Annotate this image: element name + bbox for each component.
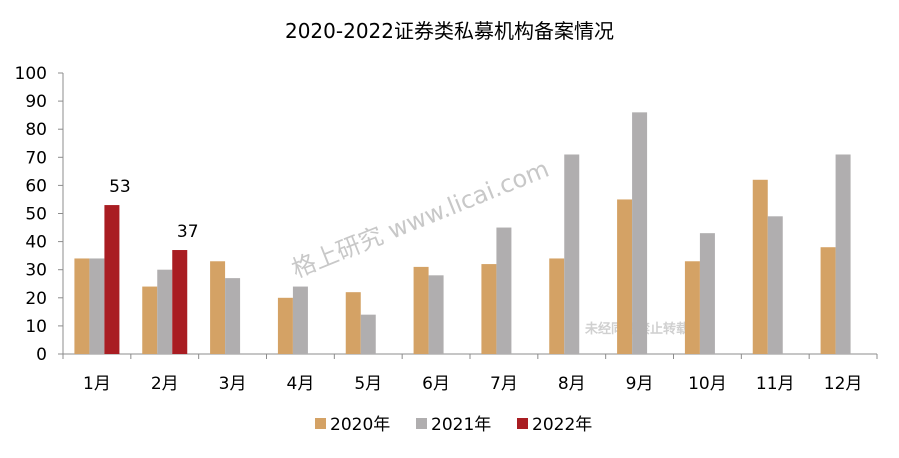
bar [699, 233, 715, 354]
legend-label: 2022年 [532, 415, 592, 435]
y-tick-label: 50 [25, 205, 47, 225]
x-tick-label: 12月 [824, 374, 863, 394]
y-tick-label: 40 [25, 233, 47, 253]
watermark-text: 格上研究 www.licai.com [288, 155, 553, 284]
x-tick-label: 9月 [626, 374, 654, 394]
y-axis: 0 10 20 30 40 50 60 70 80 90 100 [15, 64, 64, 365]
x-tick-label: 5月 [354, 374, 382, 394]
legend-item: 2020年 [315, 415, 390, 435]
bar [767, 216, 783, 354]
bar [752, 179, 768, 354]
legend: 2020年 2021年 2022年 [315, 415, 592, 435]
bar [617, 199, 633, 354]
legend-swatch [416, 418, 427, 429]
data-label: 53 [109, 177, 131, 197]
legend-item: 2021年 [416, 415, 491, 435]
x-axis: 1月 2月 3月 4月 5月 6月 7月 8月 9月 10月 11月 12月 [62, 353, 878, 394]
legend-swatch [315, 418, 326, 429]
bar [225, 278, 241, 354]
bar [292, 286, 308, 354]
y-tick-label: 60 [25, 176, 47, 196]
bar [210, 261, 226, 354]
y-tick-label: 90 [25, 92, 47, 112]
bar [345, 292, 361, 354]
x-tick-label: 1月 [83, 374, 111, 394]
bars [74, 112, 851, 354]
data-label: 37 [177, 222, 199, 242]
x-tick-label: 8月 [558, 374, 586, 394]
bar [413, 266, 429, 354]
y-tick-label: 30 [25, 261, 47, 281]
bar [481, 264, 497, 354]
bar [549, 258, 565, 354]
y-tick-label: 20 [25, 289, 47, 309]
bar [172, 250, 188, 354]
bar [142, 286, 158, 354]
y-tick-label: 80 [25, 120, 47, 140]
x-tick-label: 6月 [422, 374, 450, 394]
legend-label: 2021年 [431, 415, 491, 435]
data-labels: 53 37 [109, 177, 198, 242]
bar [564, 154, 580, 354]
x-tick-label: 3月 [219, 374, 247, 394]
x-tick-label: 7月 [490, 374, 518, 394]
x-tick-label: 4月 [287, 374, 315, 394]
bar [632, 112, 648, 354]
x-tick-label: 2月 [151, 374, 179, 394]
bar [74, 258, 90, 354]
legend-swatch [517, 418, 528, 429]
bar [684, 261, 700, 354]
chart-title: 2020-2022证券类私募机构备案情况 [285, 19, 614, 43]
y-tick-label: 0 [36, 345, 47, 365]
legend-label: 2020年 [330, 415, 390, 435]
bar [428, 275, 444, 354]
bar [820, 247, 836, 354]
y-tick-label: 10 [25, 317, 47, 337]
bar [104, 205, 120, 354]
bar [277, 297, 293, 354]
bar [360, 314, 376, 354]
bar [89, 258, 105, 354]
legend-item: 2022年 [517, 415, 592, 435]
x-tick-label: 10月 [688, 374, 727, 394]
y-tick-label: 100 [15, 64, 47, 84]
x-tick-label: 11月 [756, 374, 795, 394]
bar [496, 227, 512, 354]
bar [835, 154, 851, 354]
y-tick-label: 70 [25, 148, 47, 168]
bar [157, 269, 173, 354]
